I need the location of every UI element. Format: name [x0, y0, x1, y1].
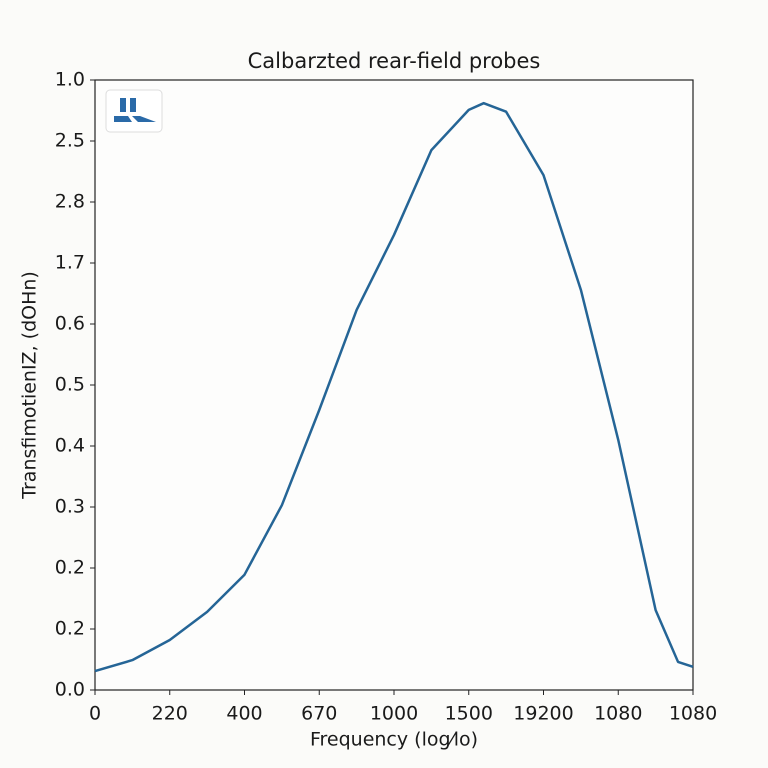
y-tick-label: 2.8	[55, 191, 85, 213]
chart-title: Calbarzted rear-field probes	[248, 49, 541, 73]
x-axis-label: Frequency (log⁄lo)	[310, 729, 478, 751]
x-tick-label: 1080	[594, 703, 642, 725]
x-tick-label: 19200	[513, 703, 573, 725]
x-tick-label: 1080	[669, 703, 717, 725]
x-tick-label: 220	[152, 703, 188, 725]
x-tick-label: 670	[301, 703, 337, 725]
series-line	[94, 101, 694, 673]
y-tick-label: 1.0	[55, 69, 85, 91]
y-tick-label: 0.2	[55, 618, 85, 640]
x-tick-label: 1000	[370, 703, 418, 725]
x-tick-label: 0	[89, 703, 101, 725]
x-tick-label: 1500	[445, 703, 493, 725]
y-axis-label: TransfimotienIZ, (dOHn)	[19, 271, 41, 500]
y-tick-label: 2.5	[55, 130, 85, 152]
y-tick-label: 0.3	[55, 496, 85, 518]
plot-area	[94, 79, 694, 691]
x-tick-label: 400	[226, 703, 262, 725]
y-tick-label: 0.4	[55, 435, 85, 457]
y-tick-label: 0.5	[55, 374, 85, 396]
y-tick-label: 0.6	[55, 313, 85, 335]
y-tick-label: 0.2	[55, 557, 85, 579]
y-tick-label: 1.7	[55, 252, 85, 274]
logo	[105, 89, 163, 133]
y-tick-label: 0.0	[55, 679, 85, 701]
